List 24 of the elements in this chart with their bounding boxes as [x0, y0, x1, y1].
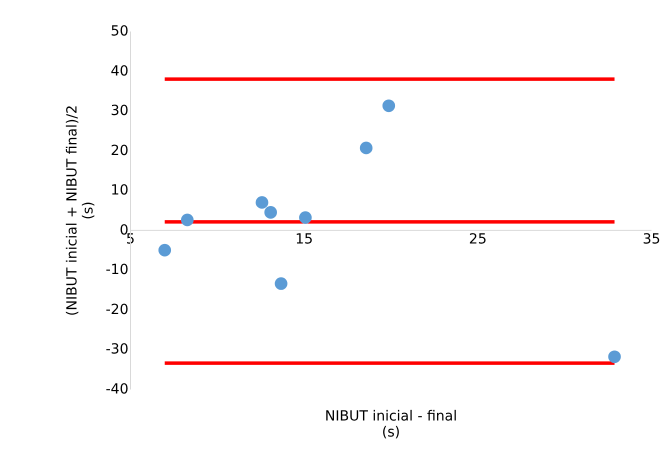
x-tick-label: 15 [295, 231, 314, 248]
point [256, 196, 268, 209]
y-tick-label: 50 [110, 24, 128, 40]
point [158, 244, 172, 256]
point [299, 211, 312, 224]
y-tick-label: -40 [106, 382, 128, 398]
y-tick-label: -20 [106, 302, 128, 318]
y-tick-label: 0 [120, 222, 128, 238]
point [360, 142, 373, 154]
y-tick-label: 30 [110, 103, 128, 120]
y-axis-title: (NIBUT inicial + NIBUT final)/2 (s) [64, 105, 97, 316]
point [382, 99, 396, 112]
point [274, 277, 288, 290]
y-tick-label: 20 [110, 142, 128, 159]
y-tick-label: 40 [110, 63, 128, 80]
x-axis-title: NIBUT inicial - final (s) [324, 408, 458, 440]
point [608, 350, 621, 364]
y-tick-label: 10 [110, 182, 128, 199]
y-tick-label: -10 [106, 262, 128, 278]
point [180, 214, 194, 226]
x-tick-label: 35 [642, 231, 660, 248]
y-tick-label: -30 [106, 342, 128, 358]
x-tick-label: 25 [468, 231, 487, 248]
point [264, 206, 277, 219]
